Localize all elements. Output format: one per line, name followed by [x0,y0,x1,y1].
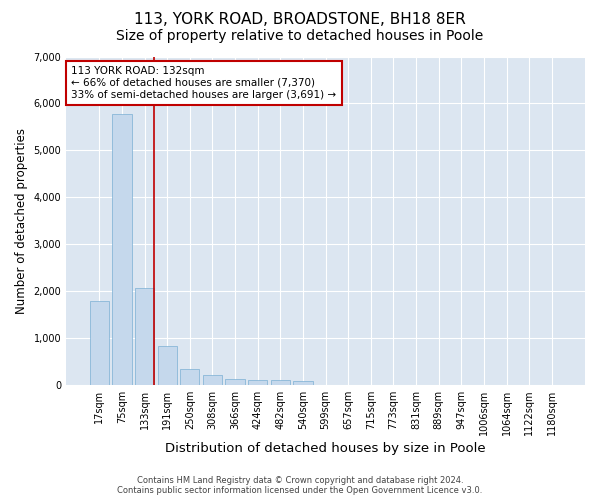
Text: Contains HM Land Registry data © Crown copyright and database right 2024.
Contai: Contains HM Land Registry data © Crown c… [118,476,482,495]
Text: Size of property relative to detached houses in Poole: Size of property relative to detached ho… [116,29,484,43]
Bar [271,380,290,384]
Bar [226,379,245,384]
Bar [112,114,131,384]
Bar [248,380,268,384]
Text: 113 YORK ROAD: 132sqm
← 66% of detached houses are smaller (7,370)
33% of semi-d: 113 YORK ROAD: 132sqm ← 66% of detached … [71,66,337,100]
Bar [158,346,177,385]
Bar [180,369,199,384]
Bar [293,381,313,384]
Bar [90,301,109,384]
X-axis label: Distribution of detached houses by size in Poole: Distribution of detached houses by size … [165,442,486,455]
Y-axis label: Number of detached properties: Number of detached properties [15,128,28,314]
Text: 113, YORK ROAD, BROADSTONE, BH18 8ER: 113, YORK ROAD, BROADSTONE, BH18 8ER [134,12,466,28]
Bar [203,376,222,384]
Bar [135,288,154,384]
